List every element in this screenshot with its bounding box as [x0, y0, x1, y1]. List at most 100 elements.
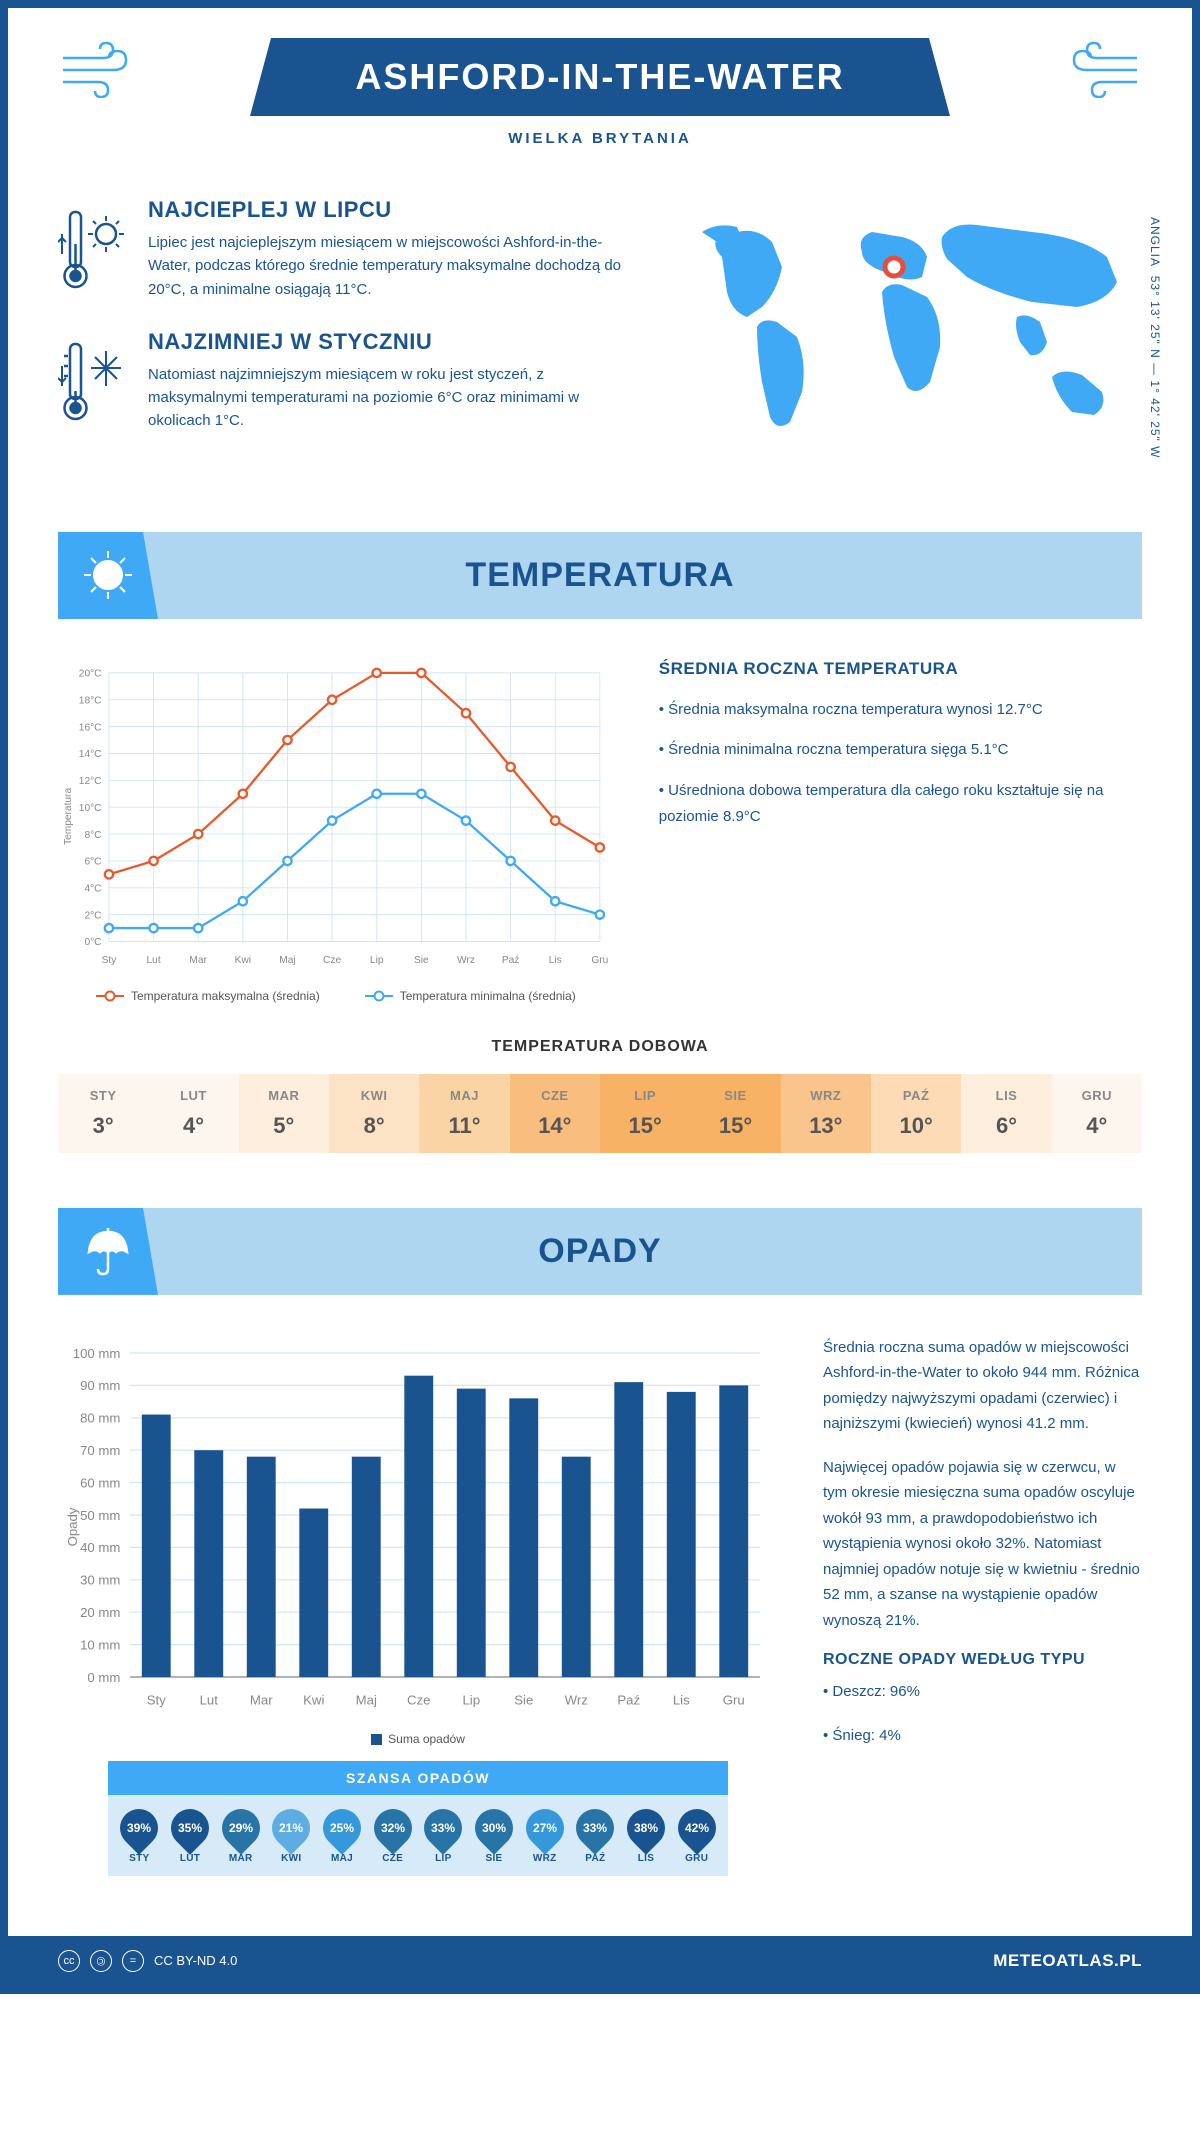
svg-text:Sty: Sty	[102, 955, 118, 966]
svg-text:Opady: Opady	[65, 1507, 80, 1546]
precip-p1: Średnia roczna suma opadów w miejscowośc…	[823, 1335, 1142, 1437]
nd-icon: =	[122, 1950, 144, 1972]
world-map	[662, 197, 1142, 477]
thermometer-hot-icon	[58, 197, 128, 301]
daily-temp-cell: KWI8°	[329, 1074, 419, 1153]
svg-text:50 mm: 50 mm	[80, 1508, 120, 1523]
temperature-section-header: TEMPERATURA	[58, 532, 1142, 619]
daily-temperature-table: TEMPERATURA DOBOWA STY3°LUT4°MAR5°KWI8°M…	[8, 1023, 1192, 1188]
umbrella-icon	[58, 1208, 158, 1295]
precipitation-section-header: OPADY	[58, 1208, 1142, 1295]
svg-text:Sty: Sty	[147, 1693, 166, 1708]
thermometer-cold-icon	[58, 329, 128, 433]
license-block: cc 🄯 = CC BY-ND 4.0	[58, 1950, 237, 1972]
cc-icon: cc	[58, 1950, 80, 1972]
rain-chance-cell: 21%KWI	[266, 1809, 317, 1864]
svg-text:12°C: 12°C	[79, 776, 102, 787]
svg-text:4°C: 4°C	[84, 883, 101, 894]
rain-chance-cell: 38%LIS	[621, 1809, 672, 1864]
footer: cc 🄯 = CC BY-ND 4.0 METEOATLAS.PL	[8, 1936, 1192, 1986]
precip-type-title: ROCZNE OPADY WEDŁUG TYPU	[823, 1651, 1142, 1669]
svg-text:0 mm: 0 mm	[87, 1670, 120, 1685]
svg-text:Lip: Lip	[370, 955, 384, 966]
svg-text:100 mm: 100 mm	[73, 1346, 121, 1361]
intro-text-column: NAJCIEPLEJ W LIPCU Lipiec jest najcieple…	[58, 197, 622, 482]
temperature-chart: 0°C2°C4°C6°C8°C10°C12°C14°C16°C18°C20°CS…	[58, 659, 614, 1003]
svg-text:60 mm: 60 mm	[80, 1475, 120, 1490]
rain-chance-cell: 35%LUT	[165, 1809, 216, 1864]
svg-text:10°C: 10°C	[79, 803, 102, 814]
svg-text:Temperatura: Temperatura	[63, 788, 74, 845]
temperature-legend: Temperatura maksymalna (średnia) Tempera…	[58, 989, 614, 1003]
sun-icon	[58, 532, 158, 619]
page-subtitle: WIELKA BRYTANIA	[28, 130, 1172, 147]
svg-text:20 mm: 20 mm	[80, 1605, 120, 1620]
hot-month-block: NAJCIEPLEJ W LIPCU Lipiec jest najcieple…	[58, 197, 622, 301]
svg-text:Lut: Lut	[147, 955, 161, 966]
svg-text:Mar: Mar	[250, 1693, 273, 1708]
rain-chance-cell: 32%CZE	[367, 1809, 418, 1864]
rain-chance-cell: 30%SIE	[469, 1809, 520, 1864]
infographic-page: ASHFORD-IN-THE-WATER WIELKA BRYTANIA NAJ…	[0, 0, 1200, 1994]
precipitation-content: 0 mm10 mm20 mm30 mm40 mm50 mm60 mm70 mm8…	[8, 1295, 1192, 1901]
svg-text:Maj: Maj	[356, 1693, 377, 1708]
daily-temp-cell: WRZ13°	[781, 1074, 871, 1153]
svg-text:0°C: 0°C	[84, 937, 101, 948]
wind-icon-left	[58, 38, 138, 111]
svg-text:18°C: 18°C	[79, 695, 102, 706]
cold-month-block: NAJZIMNIEJ W STYCZNIU Natomiast najzimni…	[58, 329, 622, 433]
svg-text:8°C: 8°C	[84, 830, 101, 841]
svg-text:Wrz: Wrz	[565, 1693, 588, 1708]
svg-text:Cze: Cze	[323, 955, 341, 966]
svg-text:Lut: Lut	[200, 1693, 219, 1708]
temp-bullet-2: • Uśredniona dobowa temperatura dla całe…	[659, 778, 1142, 831]
svg-text:Lis: Lis	[673, 1693, 690, 1708]
rain-chance-cell: 29%MAR	[215, 1809, 266, 1864]
hot-month-title: NAJCIEPLEJ W LIPCU	[148, 197, 622, 223]
daily-temp-cell: LIS6°	[961, 1074, 1051, 1153]
svg-text:70 mm: 70 mm	[80, 1443, 120, 1458]
svg-text:Wrz: Wrz	[457, 955, 475, 966]
svg-text:Paź: Paź	[502, 955, 520, 966]
rain-chance-cell: 33%PAŹ	[570, 1809, 621, 1864]
temp-bullet-0: • Średnia maksymalna roczna temperatura …	[659, 697, 1142, 723]
rain-chance-cell: 42%GRU	[671, 1809, 722, 1864]
daily-temp-title: TEMPERATURA DOBOWA	[58, 1038, 1142, 1056]
temperature-content: 0°C2°C4°C6°C8°C10°C12°C14°C16°C18°C20°CS…	[8, 619, 1192, 1023]
rain-chance-cell: 27%WRZ	[519, 1809, 570, 1864]
precipitation-summary: Średnia roczna suma opadów w miejscowośc…	[823, 1335, 1142, 1876]
daily-temp-cell: STY3°	[58, 1074, 148, 1153]
rain-chance-panel: SZANSA OPADÓW 39%STY35%LUT29%MAR21%KWI25…	[108, 1761, 728, 1876]
svg-text:80 mm: 80 mm	[80, 1411, 120, 1426]
rain-chance-cell: 39%STY	[114, 1809, 165, 1864]
svg-text:6°C: 6°C	[84, 857, 101, 868]
daily-temp-cell: LIP15°	[600, 1074, 690, 1153]
svg-text:Gru: Gru	[723, 1693, 745, 1708]
license-text: CC BY-ND 4.0	[154, 1953, 237, 1968]
page-title: ASHFORD-IN-THE-WATER	[250, 38, 950, 116]
precipitation-chart: 0 mm10 mm20 mm30 mm40 mm50 mm60 mm70 mm8…	[58, 1335, 778, 1876]
daily-temp-cell: MAR5°	[239, 1074, 329, 1153]
daily-temp-cell: PAŹ10°	[871, 1074, 961, 1153]
svg-text:10 mm: 10 mm	[80, 1637, 120, 1652]
daily-temp-cell: SIE15°	[690, 1074, 780, 1153]
daily-temp-cell: LUT4°	[148, 1074, 238, 1153]
svg-text:Kwi: Kwi	[235, 955, 251, 966]
svg-text:Gru: Gru	[591, 955, 608, 966]
svg-text:2°C: 2°C	[84, 910, 101, 921]
svg-text:Lis: Lis	[549, 955, 562, 966]
svg-text:16°C: 16°C	[79, 722, 102, 733]
precip-snow: • Śnieg: 4%	[823, 1723, 1142, 1749]
cold-month-title: NAJZIMNIEJ W STYCZNIU	[148, 329, 622, 355]
svg-text:Paź: Paź	[617, 1693, 640, 1708]
coordinates: ANGLIA 53° 13' 25" N — 1° 42' 25" W	[1148, 217, 1162, 458]
header: ASHFORD-IN-THE-WATER WIELKA BRYTANIA	[8, 8, 1192, 167]
by-icon: 🄯	[90, 1950, 112, 1972]
precipitation-legend: Suma opadów	[58, 1732, 778, 1746]
precip-p2: Najwięcej opadów pojawia się w czerwcu, …	[823, 1455, 1142, 1634]
temperature-summary: ŚREDNIA ROCZNA TEMPERATURA • Średnia mak…	[659, 659, 1142, 1003]
daily-temp-cell: CZE14°	[510, 1074, 600, 1153]
svg-text:90 mm: 90 mm	[80, 1378, 120, 1393]
hot-month-text: Lipiec jest najcieplejszym miesiącem w m…	[148, 231, 622, 301]
rain-chance-cell: 33%LIP	[418, 1809, 469, 1864]
